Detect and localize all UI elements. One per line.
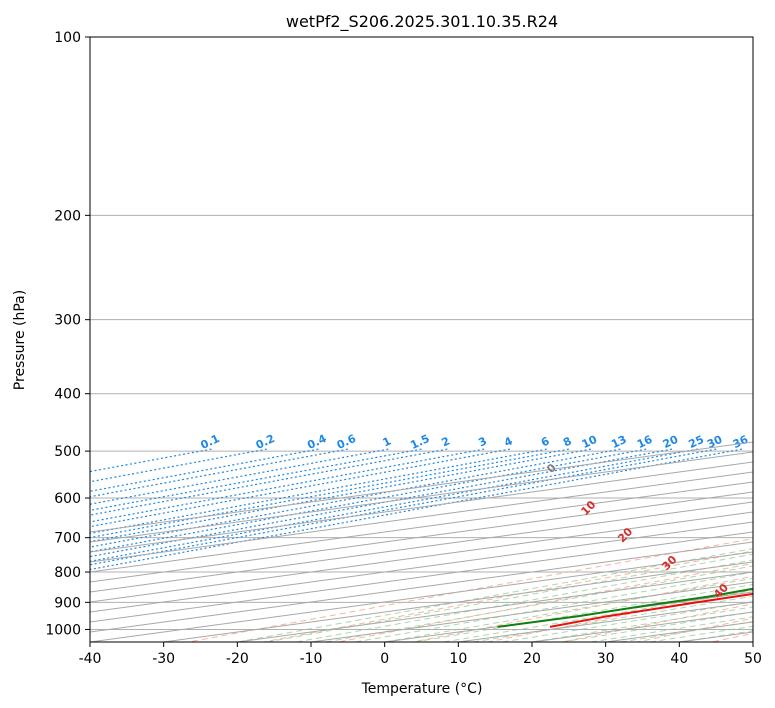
moist-adiabat-line [384,577,753,642]
x-tick-label: -20 [226,651,249,667]
mixing-ratio-line [90,448,348,498]
x-tick-label: 10 [449,651,467,667]
isotherm-line [90,511,753,603]
isotherm-line [90,491,753,583]
x-tick-label: -40 [79,651,102,667]
moist-adiabat-line [473,595,753,642]
mixing-ratio-label: 16 [635,433,655,451]
isotherm-line [90,481,753,573]
mixing-ratio-line [90,448,422,511]
mixing-ratio-line [90,448,389,505]
moist-adiabat-line [296,559,753,642]
mixing-ratio-label: 20 [661,433,681,451]
moist-adiabat-line [414,583,753,642]
mixing-ratio-label: 13 [609,433,628,451]
mixing-ratio-line [90,448,511,528]
y-tick-label: 100 [54,30,81,46]
x-axis-label: Temperature (°C) [361,681,483,697]
mixing-ratio-line [90,448,448,516]
mixing-ratio-line [90,448,717,566]
x-axis: -40 -30 -20 -10 0 10 20 30 40 50 [79,642,762,667]
mixing-ratio-line [90,448,743,571]
isotherm-line [90,501,753,593]
mixing-ratio-lines: 0.1 0.2 0.4 0.6 1 1.5 2 3 4 6 8 10 13 16 20 25 30 36 [90,432,751,571]
isotherm-line [90,451,753,543]
y-tick-label: 600 [54,491,81,507]
isotherms [90,441,753,642]
mixing-ratio-line [90,448,673,558]
isotherm-line [90,531,753,623]
plot-frame [89,36,754,643]
y-axis: 100 200 300 400 500 600 700 800 900 1000 [45,30,90,638]
y-tick-label: 900 [54,595,81,611]
moist-adiabat-line [266,553,753,642]
mixing-ratio-line [90,448,647,553]
y-tick-label: 1000 [45,622,81,638]
y-tick-label: 800 [54,565,81,581]
pressure-gridlines [90,37,753,630]
x-tick-label: 50 [744,651,762,667]
isotherm-line [90,471,753,563]
mixing-ratio-line [90,448,267,483]
moist-adiabat-line [325,565,753,642]
mixing-ratio-line [90,448,569,539]
mixing-ratio-line [90,448,698,562]
mixing-ratio-line [90,448,621,548]
y-axis-label: Pressure (hPa) [12,290,28,390]
mixing-ratio-line [90,448,592,543]
y-tick-label: 300 [54,313,81,329]
y-tick-label: 500 [54,444,81,460]
x-tick-label: 40 [670,651,688,667]
x-tick-label: 0 [380,651,389,667]
y-tick-label: 400 [54,387,81,403]
mixing-ratio-label: 10 [580,433,600,451]
mixing-ratio-line [90,448,319,492]
y-tick-label: 700 [54,531,81,547]
x-tick-label: -30 [152,651,175,667]
chart-title: wetPf2_S206.2025.301.10.35.R24 [286,12,558,32]
isotherm-line [90,521,753,613]
x-tick-label: -10 [300,651,323,667]
mixing-ratio-line [90,448,547,535]
isotherm-line [90,461,753,553]
mixing-ratio-label: 25 [687,433,706,451]
x-tick-label: 20 [523,651,541,667]
y-tick-label: 200 [54,208,81,224]
mixing-ratio-line [90,448,485,523]
mixing-ratio-label: 36 [731,433,751,451]
x-tick-label: 30 [597,651,615,667]
